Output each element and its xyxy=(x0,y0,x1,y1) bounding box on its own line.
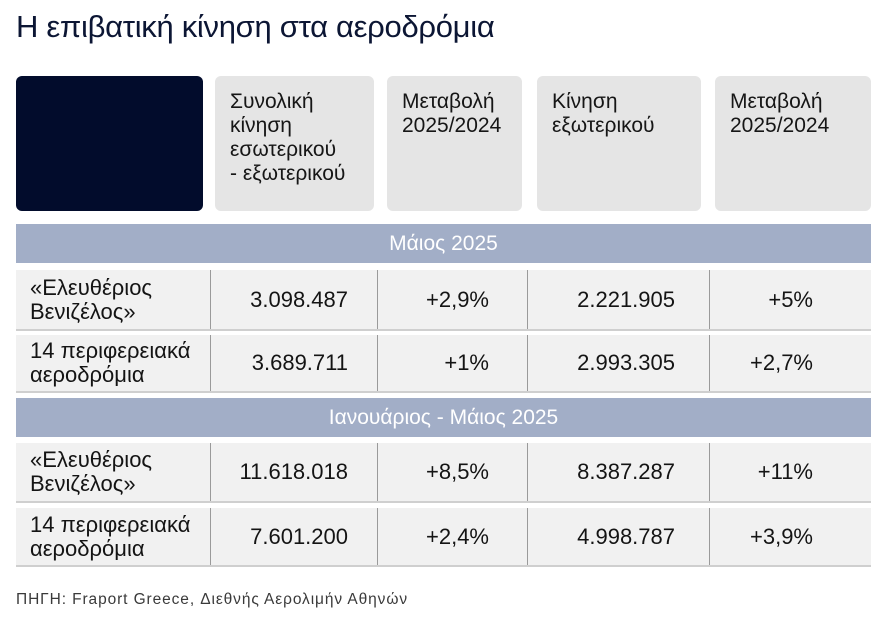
international-cell: 2.221.905 xyxy=(527,270,709,329)
table-row: «Ελευθέριος Βενιζέλος» 11.618.018 +8,5% … xyxy=(16,443,871,503)
airport-line: 14 περιφερειακά xyxy=(30,511,191,537)
airport-cell: «Ελευθέριος Βενιζέλος» xyxy=(16,270,210,329)
total-change-cell: +2,9% xyxy=(377,270,527,329)
header-total-change: Μεταβολή 2025/2024 xyxy=(387,76,522,211)
total-change-cell: +8,5% xyxy=(377,443,527,501)
header-line: Μεταβολή xyxy=(730,90,823,113)
total-cell: 11.618.018 xyxy=(210,443,377,501)
header-line: 2025/2024 xyxy=(730,114,830,137)
airport-line: «Ελευθέριος xyxy=(30,447,153,472)
international-cell: 8.387.287 xyxy=(527,443,709,501)
total-cell: 3.098.487 xyxy=(210,270,377,329)
section-band-may: Μάιος 2025 xyxy=(16,224,871,263)
header-international-change: Μεταβολή 2025/2024 xyxy=(715,76,871,211)
international-change-cell: +5% xyxy=(709,270,871,329)
header-line: - εξωτερικού xyxy=(230,162,346,185)
total-change-cell: +1% xyxy=(377,335,527,391)
airport-line: «Ελευθέριος xyxy=(30,274,153,300)
airport-line: Βενιζέλος» xyxy=(30,471,136,496)
international-change-cell: +11% xyxy=(709,443,871,501)
total-change-cell: +2,4% xyxy=(377,508,527,565)
airport-line: αεροδρόμια xyxy=(30,535,145,561)
total-cell: 7.601.200 xyxy=(210,508,377,565)
airport-cell: «Ελευθέριος Βενιζέλος» xyxy=(16,443,210,501)
international-change-cell: +3,9% xyxy=(709,508,871,565)
airport-line: Βενιζέλος» xyxy=(30,298,136,324)
header-total-traffic: Συνολική κίνηση εσωτερικού - εξωτερικού xyxy=(215,76,374,211)
header-line: κίνηση xyxy=(230,114,292,137)
total-cell: 3.689.711 xyxy=(210,335,377,391)
page-title: Η επιβατική κίνηση στα αεροδρόμια xyxy=(16,9,495,44)
header-line: εξωτερικού xyxy=(552,114,655,137)
airport-line: 14 περιφερειακά xyxy=(30,338,191,363)
airport-cell: 14 περιφερειακά αεροδρόμια xyxy=(16,508,210,565)
header-line: Μεταβολή xyxy=(402,90,495,113)
section-band-jan-may: Ιανουάριος - Μάιος 2025 xyxy=(16,398,871,437)
table-row: 14 περιφερειακά αεροδρόμια 3.689.711 +1%… xyxy=(16,335,871,393)
international-cell: 2.993.305 xyxy=(527,335,709,391)
source-note: ΠΗΓΗ: Fraport Greece, Διεθνής Αερολιμήν … xyxy=(16,591,408,608)
header-international-traffic: Κίνηση εξωτερικού xyxy=(537,76,701,211)
header-line: Κίνηση xyxy=(552,90,618,113)
header-line: εσωτερικού xyxy=(230,138,337,161)
header-line: 2025/2024 xyxy=(402,114,502,137)
header-corner-block xyxy=(16,76,203,211)
table-row: 14 περιφερειακά αεροδρόμια 7.601.200 +2,… xyxy=(16,508,871,567)
international-cell: 4.998.787 xyxy=(527,508,709,565)
international-change-cell: +2,7% xyxy=(709,335,871,391)
airport-line: αεροδρόμια xyxy=(30,362,145,387)
table-row: «Ελευθέριος Βενιζέλος» 3.098.487 +2,9% 2… xyxy=(16,270,871,331)
header-line: Συνολική xyxy=(230,90,314,113)
airport-cell: 14 περιφερειακά αεροδρόμια xyxy=(16,335,210,391)
